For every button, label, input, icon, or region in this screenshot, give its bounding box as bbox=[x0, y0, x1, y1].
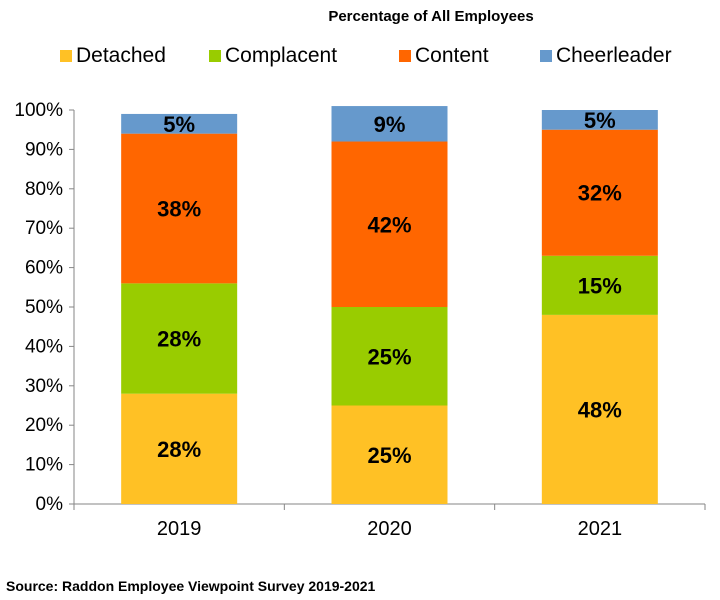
bar-segment-complacent-2021 bbox=[541, 255, 658, 315]
y-tick-label: 20% bbox=[25, 415, 63, 436]
x-tick-label: 2021 bbox=[578, 518, 623, 540]
y-tick-label: 30% bbox=[25, 376, 63, 397]
bar-segment-content-2020 bbox=[331, 141, 448, 307]
source-note: Source: Raddon Employee Viewpoint Survey… bbox=[6, 578, 376, 594]
data-label-complacent-2019: 28% bbox=[157, 327, 201, 352]
bar-segment-content-2019 bbox=[121, 133, 238, 284]
data-label-detached-2019: 28% bbox=[157, 437, 201, 462]
legend-label-complacent: Complacent bbox=[225, 44, 338, 67]
y-tick-label: 100% bbox=[14, 100, 63, 121]
chart-legend: Detached Complacent Content Cheerleader bbox=[0, 44, 720, 74]
y-tick-label: 60% bbox=[25, 258, 63, 279]
bar-segment-content-2021 bbox=[541, 129, 658, 256]
y-tick-label: 90% bbox=[25, 139, 63, 160]
legend-label-detached: Detached bbox=[76, 44, 166, 67]
legend-item-detached: Detached bbox=[60, 44, 166, 68]
bar-segment-detached-2020 bbox=[331, 405, 448, 504]
legend-item-cheerleader: Cheerleader bbox=[540, 44, 672, 68]
y-tick-label: 70% bbox=[25, 218, 63, 239]
legend-label-cheerleader: Cheerleader bbox=[556, 44, 672, 67]
y-tick-label: 10% bbox=[25, 455, 63, 476]
data-label-cheerleader-2019: 5% bbox=[163, 112, 195, 137]
data-label-cheerleader-2021: 5% bbox=[584, 108, 616, 133]
y-tick-label: 50% bbox=[25, 297, 63, 318]
chart-title: Percentage of All Employees bbox=[328, 8, 534, 25]
y-tick-label: 0% bbox=[36, 494, 64, 515]
legend-swatch-content bbox=[399, 50, 411, 62]
bar-segment-cheerleader-2021 bbox=[541, 110, 658, 130]
data-label-complacent-2020: 25% bbox=[367, 344, 411, 369]
bar-segment-complacent-2019 bbox=[121, 283, 238, 394]
data-label-detached-2020: 25% bbox=[367, 443, 411, 468]
y-tick-label: 80% bbox=[25, 179, 63, 200]
bar-segment-detached-2019 bbox=[121, 393, 238, 504]
data-label-complacent-2021: 15% bbox=[578, 273, 622, 298]
y-tick-label: 40% bbox=[25, 336, 63, 357]
data-label-content-2021: 32% bbox=[578, 181, 622, 206]
data-label-detached-2021: 48% bbox=[578, 397, 622, 422]
legend-swatch-complacent bbox=[209, 50, 221, 62]
data-label-content-2020: 42% bbox=[367, 212, 411, 237]
data-label-content-2019: 38% bbox=[157, 197, 201, 222]
bar-segment-cheerleader-2020 bbox=[331, 106, 448, 142]
x-tick-label: 2019 bbox=[157, 518, 202, 540]
legend-item-content: Content bbox=[399, 44, 489, 68]
legend-label-content: Content bbox=[415, 44, 489, 67]
legend-swatch-detached bbox=[60, 50, 72, 62]
bar-segment-detached-2021 bbox=[541, 314, 658, 504]
data-label-cheerleader-2020: 9% bbox=[374, 112, 406, 137]
legend-swatch-cheerleader bbox=[540, 50, 552, 62]
bar-segment-complacent-2020 bbox=[331, 307, 448, 406]
legend-item-complacent: Complacent bbox=[209, 44, 337, 68]
bar-segment-cheerleader-2019 bbox=[121, 113, 238, 134]
x-tick-label: 2020 bbox=[367, 518, 412, 540]
